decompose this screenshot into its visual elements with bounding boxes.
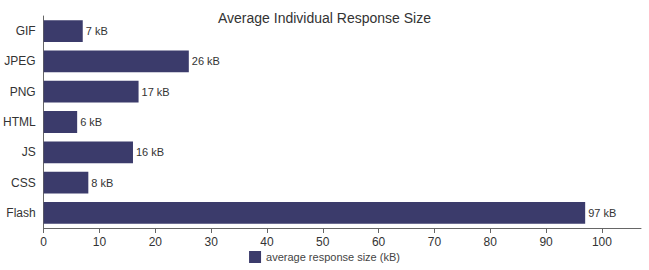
svg-text:16 kB: 16 kB <box>136 146 164 158</box>
svg-text:17 kB: 17 kB <box>142 86 170 98</box>
svg-text:Flash: Flash <box>6 206 35 220</box>
svg-text:26 kB: 26 kB <box>192 55 220 67</box>
svg-text:CSS: CSS <box>11 176 36 190</box>
svg-text:Average Individual Response Si: Average Individual Response Size <box>218 10 431 26</box>
svg-text:50: 50 <box>316 235 330 249</box>
svg-text:7 kB: 7 kB <box>86 25 108 37</box>
svg-text:GIF: GIF <box>16 24 36 38</box>
svg-text:HTML: HTML <box>3 115 36 129</box>
svg-text:6 kB: 6 kB <box>80 116 102 128</box>
svg-text:PNG: PNG <box>10 85 36 99</box>
svg-text:60: 60 <box>372 235 386 249</box>
svg-text:90: 90 <box>539 235 553 249</box>
svg-text:20: 20 <box>149 235 163 249</box>
svg-text:40: 40 <box>260 235 274 249</box>
svg-text:97 kB: 97 kB <box>588 207 616 219</box>
svg-text:JS: JS <box>22 145 36 159</box>
svg-text:30: 30 <box>204 235 218 249</box>
svg-text:0: 0 <box>40 235 47 249</box>
svg-text:10: 10 <box>93 235 107 249</box>
svg-text:8 kB: 8 kB <box>91 177 113 189</box>
svg-text:100: 100 <box>592 235 612 249</box>
svg-text:70: 70 <box>428 235 442 249</box>
svg-text:JPEG: JPEG <box>4 54 35 68</box>
svg-text:average response size (kB): average response size (kB) <box>266 251 400 263</box>
svg-text:80: 80 <box>484 235 498 249</box>
